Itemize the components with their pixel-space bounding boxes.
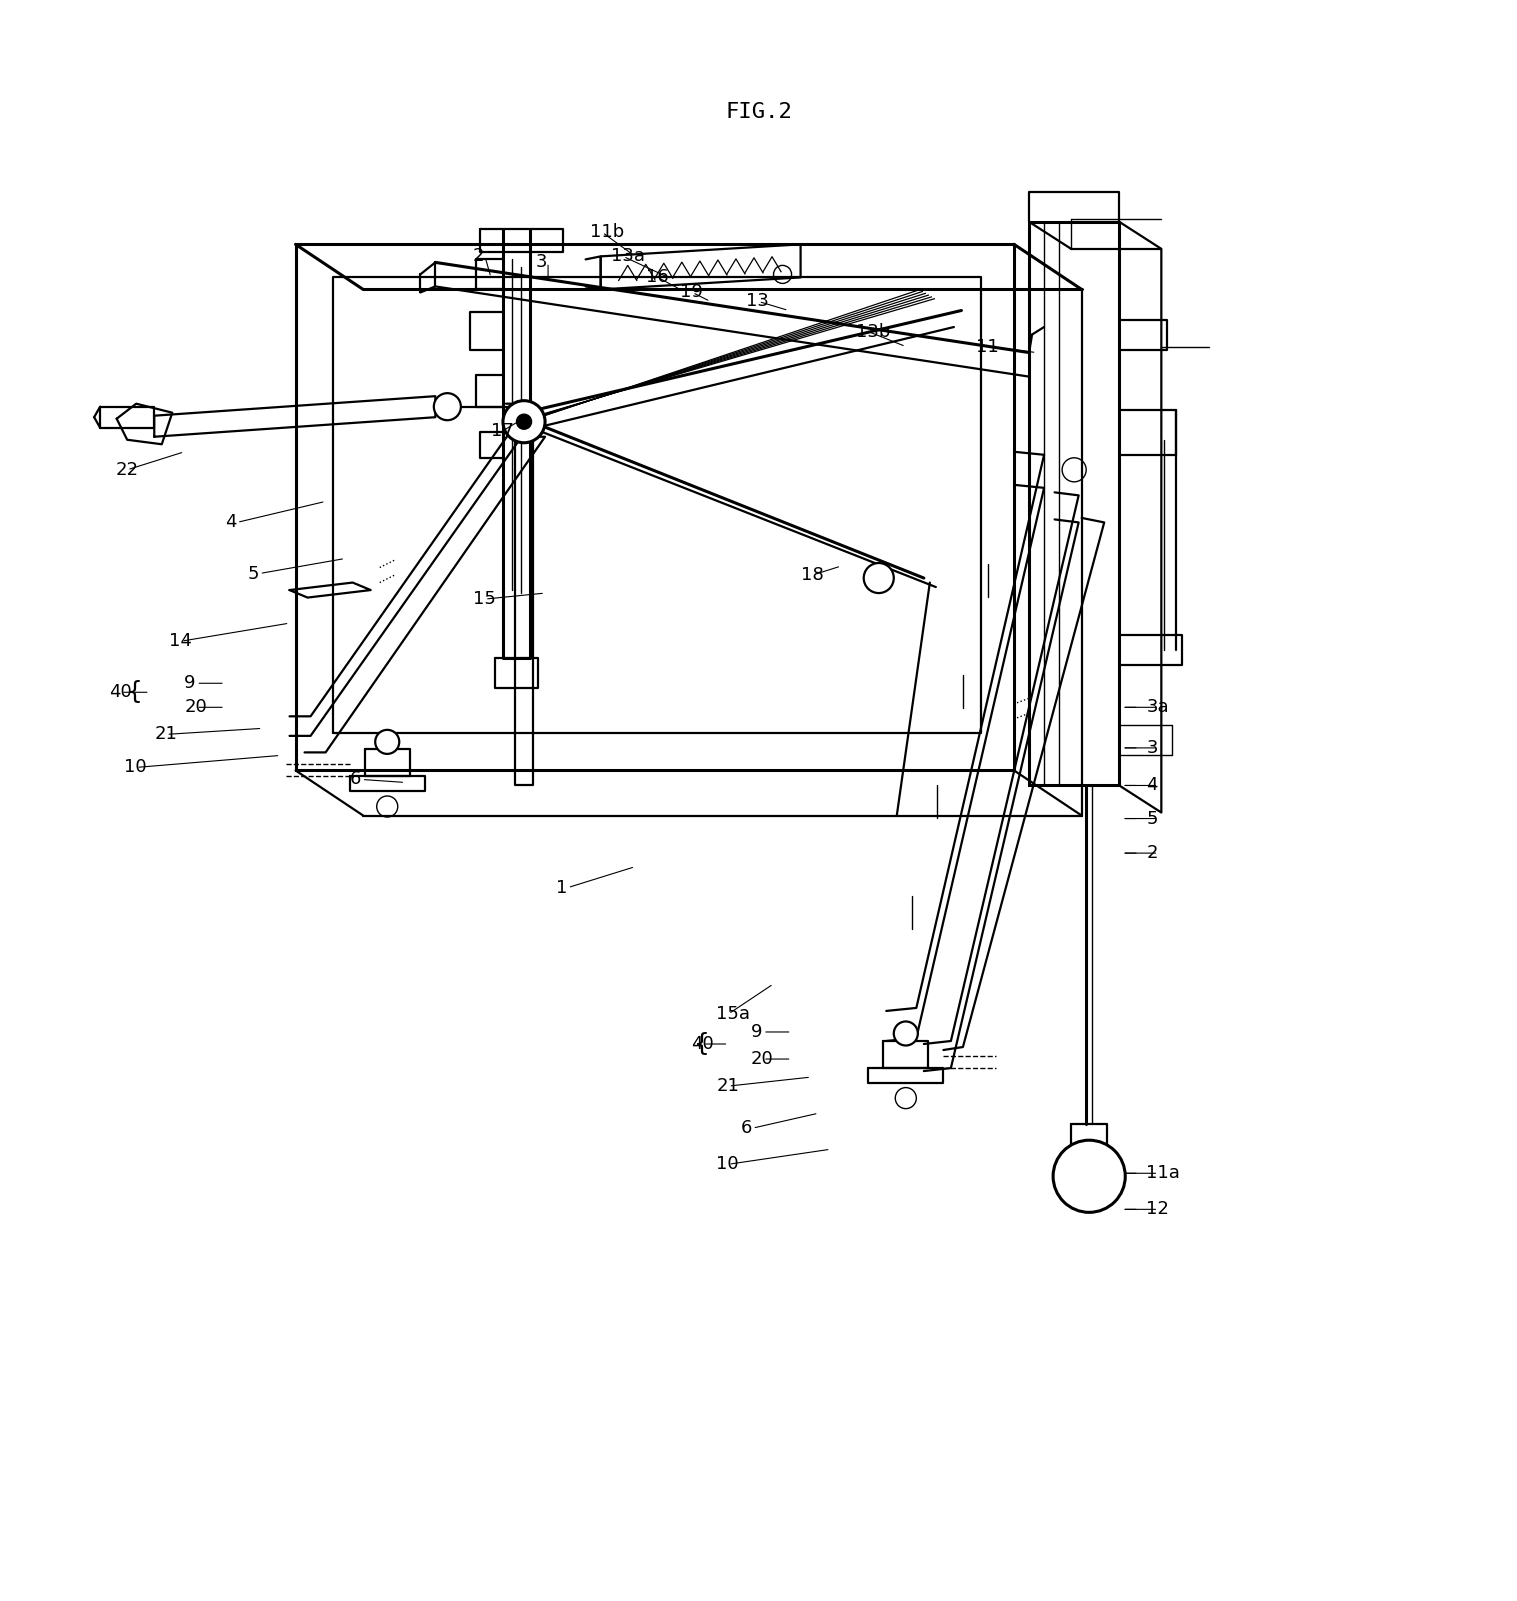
Text: 17: 17 <box>492 421 514 440</box>
Circle shape <box>375 730 399 754</box>
Text: 12: 12 <box>1147 1201 1170 1218</box>
Text: 2: 2 <box>1147 844 1157 861</box>
Text: 20: 20 <box>184 698 206 716</box>
Text: 10: 10 <box>124 759 147 776</box>
Text: 11b: 11b <box>590 223 625 242</box>
Circle shape <box>434 394 461 419</box>
Text: 19: 19 <box>680 283 704 301</box>
Text: 21: 21 <box>716 1077 739 1095</box>
Text: 9: 9 <box>184 674 196 692</box>
Text: 40: 40 <box>690 1034 713 1053</box>
Text: 13: 13 <box>746 293 769 311</box>
Text: 11: 11 <box>977 338 1000 355</box>
Text: 5: 5 <box>247 565 259 583</box>
Text: 1: 1 <box>555 879 567 897</box>
Text: 6: 6 <box>349 770 361 788</box>
Text: 4: 4 <box>225 514 237 532</box>
Text: 3: 3 <box>536 253 548 272</box>
Text: 22: 22 <box>115 461 138 479</box>
Text: 5: 5 <box>1147 810 1157 828</box>
Text: 40: 40 <box>109 684 132 701</box>
Text: 3: 3 <box>1147 740 1157 757</box>
Text: 9: 9 <box>751 1023 763 1041</box>
Circle shape <box>894 1021 918 1045</box>
Text: FIG.2: FIG.2 <box>725 101 792 122</box>
Circle shape <box>516 415 531 429</box>
Text: 11a: 11a <box>1147 1164 1180 1182</box>
Text: 6: 6 <box>740 1119 752 1137</box>
Text: {: { <box>693 1033 710 1057</box>
Text: 14: 14 <box>170 632 193 650</box>
Circle shape <box>863 564 894 592</box>
Text: 18: 18 <box>801 567 824 584</box>
Circle shape <box>1053 1140 1126 1212</box>
Circle shape <box>504 400 545 443</box>
Text: 10: 10 <box>716 1156 739 1174</box>
Text: 13a: 13a <box>611 248 645 266</box>
Text: 15: 15 <box>473 591 496 608</box>
Text: 13b: 13b <box>856 322 890 341</box>
Text: 3a: 3a <box>1147 698 1170 716</box>
Text: 4: 4 <box>1147 776 1157 794</box>
Text: 20: 20 <box>751 1050 774 1068</box>
Text: 15a: 15a <box>716 1005 751 1023</box>
Text: 21: 21 <box>155 725 177 743</box>
Text: {: { <box>127 680 143 704</box>
Text: 2: 2 <box>473 248 484 266</box>
Text: 16: 16 <box>646 269 669 287</box>
